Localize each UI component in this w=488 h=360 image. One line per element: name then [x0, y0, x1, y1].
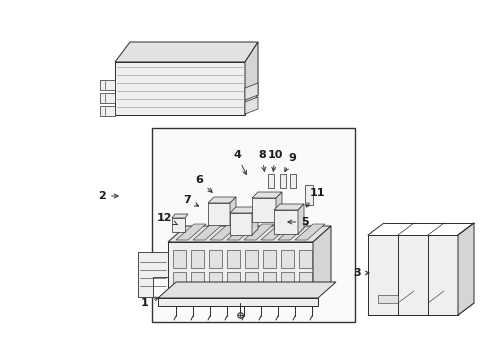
Bar: [263, 272, 275, 290]
Text: 6: 6: [195, 175, 212, 192]
Bar: [281, 272, 293, 290]
Polygon shape: [168, 226, 330, 242]
Text: 10: 10: [267, 150, 282, 171]
Bar: [280, 174, 285, 188]
Bar: [244, 250, 258, 268]
Polygon shape: [244, 83, 258, 100]
Polygon shape: [138, 252, 168, 297]
Text: 1: 1: [141, 297, 158, 308]
Bar: [298, 272, 311, 290]
Polygon shape: [176, 224, 205, 240]
Polygon shape: [168, 242, 312, 298]
Text: 7: 7: [183, 195, 198, 206]
Polygon shape: [226, 224, 257, 240]
Polygon shape: [229, 213, 251, 235]
Polygon shape: [457, 223, 473, 315]
Bar: [191, 250, 203, 268]
Polygon shape: [251, 192, 282, 198]
Bar: [281, 250, 293, 268]
Bar: [226, 272, 240, 290]
Text: 9: 9: [284, 153, 295, 172]
Polygon shape: [209, 224, 240, 240]
Polygon shape: [158, 298, 317, 306]
Polygon shape: [251, 198, 275, 222]
Polygon shape: [261, 224, 290, 240]
Polygon shape: [100, 106, 115, 116]
Bar: [226, 250, 240, 268]
Polygon shape: [244, 42, 258, 115]
Polygon shape: [207, 203, 229, 225]
Text: 12: 12: [156, 213, 177, 225]
Bar: [267, 174, 273, 188]
Polygon shape: [172, 214, 187, 218]
Polygon shape: [100, 93, 115, 103]
Text: 3: 3: [352, 268, 368, 278]
Text: 4: 4: [233, 150, 246, 175]
Bar: [152, 128, 354, 322]
Text: 2: 2: [98, 191, 118, 201]
Text: 5: 5: [287, 217, 308, 227]
Bar: [289, 174, 295, 188]
Text: 8: 8: [258, 150, 265, 171]
Bar: [191, 272, 203, 290]
Text: 11: 11: [305, 188, 324, 207]
Polygon shape: [275, 192, 282, 222]
Polygon shape: [251, 207, 258, 235]
Bar: [244, 272, 258, 290]
Polygon shape: [278, 224, 307, 240]
Polygon shape: [229, 197, 236, 225]
Polygon shape: [367, 235, 457, 315]
Polygon shape: [312, 226, 330, 298]
Bar: [298, 250, 311, 268]
Bar: [208, 250, 222, 268]
Polygon shape: [273, 210, 297, 234]
Bar: [263, 250, 275, 268]
Polygon shape: [273, 204, 304, 210]
Polygon shape: [244, 224, 273, 240]
Polygon shape: [367, 303, 473, 315]
Bar: [305, 185, 312, 205]
Polygon shape: [115, 42, 258, 62]
Polygon shape: [294, 224, 325, 240]
Bar: [173, 272, 185, 290]
Polygon shape: [100, 80, 115, 90]
Polygon shape: [229, 207, 258, 213]
Polygon shape: [244, 97, 258, 114]
Polygon shape: [297, 204, 304, 234]
Bar: [173, 250, 185, 268]
Polygon shape: [193, 224, 223, 240]
Polygon shape: [207, 197, 236, 203]
Polygon shape: [172, 218, 184, 232]
Polygon shape: [115, 62, 244, 115]
Polygon shape: [158, 282, 335, 298]
Bar: [208, 272, 222, 290]
Bar: [377, 295, 397, 303]
